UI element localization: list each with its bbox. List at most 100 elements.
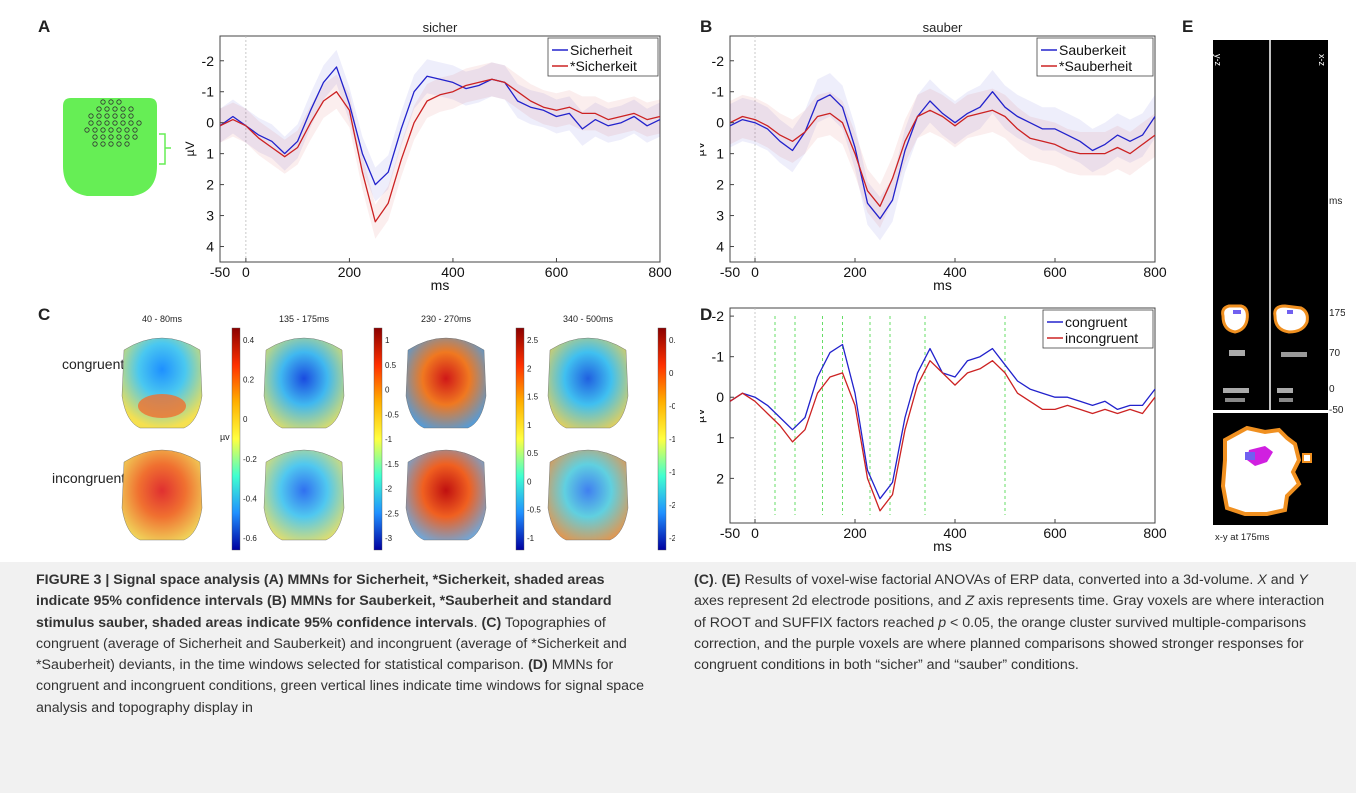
gray-voxels-6 [1279,398,1293,402]
electrode-dot [108,99,114,105]
colorbar-tick-label: 0 [527,477,532,486]
topo-map [547,337,629,429]
legend-box [1042,309,1154,349]
colorbar-tick-label: -0.4 [243,494,257,503]
electrode-dot [100,99,106,105]
ci-band [730,88,1155,228]
colorbar [373,327,383,551]
axis-label-175: 175 [1329,308,1345,319]
x-axis-label: ms [933,277,952,293]
series-line [219,78,661,223]
topography-panel-c: 40 - 80ms 0.4 0.2 0 -0.2 -0.4 -0.6 135 - 175ms 1… [121,314,675,551]
topo-map [547,449,629,541]
blue-voxels-xy [1245,452,1255,460]
electrode-dot [124,141,130,147]
electrode-dot [116,99,122,105]
electrode-head-map [63,98,171,196]
gray-voxels-3 [1223,388,1249,393]
orange-cluster-yz [1221,304,1249,334]
electrode-dot [104,106,110,112]
colorbar-tick-label: -0.5 [527,506,541,515]
colorbar-tick-label: 0 [669,369,674,378]
colorbar-tick-label: 1 [385,336,390,345]
ci-band [220,49,660,202]
electrode-dot [108,134,114,140]
caption-p: p [938,614,947,631]
topo-map [263,337,345,429]
electrode-dot [84,127,90,133]
electrode-dot [120,120,126,126]
x-tick-label: 400 [943,525,967,541]
caption-background [0,562,1356,793]
axis-label-ms: ms [1329,196,1342,207]
colorbar-tick-label: 0.4 [243,336,255,345]
colorbar-tick-label: -1 [527,534,535,543]
gray-voxels-4 [1225,398,1245,402]
electrode-dot [92,127,98,133]
electrode-dot [88,120,94,126]
electrode-dot [108,127,114,133]
legend-label: incongruent [1065,330,1138,346]
purple-voxels-xz [1287,310,1293,314]
topo-window-label: 135 - 175ms [279,314,330,324]
electrode-dot [100,127,106,133]
label-xz: x-z [1317,54,1327,66]
label-yz: y-z [1213,54,1223,66]
electrode-dot [104,113,110,119]
caption-z: Z [965,593,974,610]
electrode-dot [100,141,106,147]
colorbar-tick-label: 2 [527,364,532,373]
topo-window-label: 40 - 80ms [142,314,183,324]
legend-label: *Sauberheit [1059,58,1132,74]
colorbar-tick-label: -3 [385,534,393,543]
electrode-dot [116,141,122,147]
caption-right-column: (C). (E) Results of voxel-wise factorial… [694,572,1325,674]
legend-label: Sicherheit [570,42,632,58]
electrode-dot [112,120,118,126]
y-tick-label: -1 [712,349,725,365]
y-tick-label: 2 [206,177,214,193]
topo-row-label-incongruent: incongruent [52,470,126,486]
x-axis-label: ms [431,277,450,293]
colorbar-tick-label: 0.2 [243,376,255,385]
caption-d-ref: (C) [694,572,714,588]
orange-cluster-xz [1273,304,1309,334]
colorbar-tick-label: -0.6 [243,534,257,543]
caption-x: X [1257,572,1267,588]
y-tick-label: 3 [206,208,214,224]
colorbar [657,327,667,551]
colorbar-tick-label: 1 [527,421,532,430]
electrode-dot [128,106,134,112]
chart-a: sicher -50 0 200 400 600 800 -2 -1 0 1 2 3 4 ms µV Siche… [183,22,672,293]
caption-c-text: Topographies of congruent (average of Si… [36,614,627,674]
y-tick-label: 4 [206,239,214,255]
x-tick-label: 200 [843,264,867,280]
colorbar-tick-label: -0.5 [669,402,675,411]
electrode-dot [132,127,138,133]
electrode-bracket [159,133,171,165]
electrode-dot [124,127,130,133]
ci-band [730,70,1155,241]
x-tick-label: -50 [720,525,740,541]
topo-map [405,449,487,541]
electrode-dot [96,120,102,126]
colorbar-tick-label: -2 [669,501,675,510]
x-tick-label: 600 [1043,264,1067,280]
y-tick-label: -1 [202,84,215,100]
topo-map [405,337,487,429]
x-tick-label: 200 [843,525,867,541]
y-tick-label: 4 [716,239,724,255]
colorbar-tick-label: 1.5 [527,393,539,402]
legend-label: congruent [1065,314,1127,330]
x-tick-label: 600 [545,264,569,280]
x-tick-label: 0 [751,264,759,280]
orange-cluster-small [1302,453,1312,463]
x-tick-label: -50 [210,264,230,280]
x-tick-label: 0 [751,525,759,541]
caption-d-text: MMNs for congruent and incongruent condi… [36,657,645,716]
topo-window-label: 230 - 270ms [421,314,472,324]
x-axis-label: ms [933,538,952,554]
y-tick-label: -2 [202,53,215,69]
axis-label-minus50: -50 [1329,405,1344,416]
